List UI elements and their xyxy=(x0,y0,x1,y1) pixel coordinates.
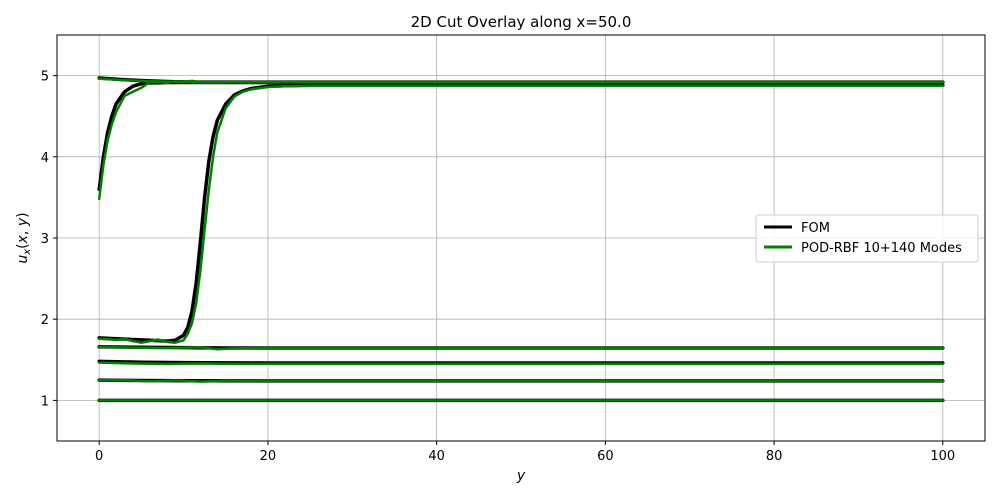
chart-title: 2D Cut Overlay along x=50.0 xyxy=(411,13,632,31)
podrbf-series-line xyxy=(97,361,945,366)
x-tick-label: 100 xyxy=(930,449,955,464)
x-tick-label: 40 xyxy=(428,449,445,464)
x-axis-ticks: 0 20 40 60 80 100 xyxy=(95,441,955,464)
legend-podrbf-label: POD-RBF 10+140 Modes xyxy=(801,241,962,256)
legend: FOM POD-RBF 10+140 Modes xyxy=(755,214,979,263)
legend-fom-label: FOM xyxy=(801,221,830,236)
x-tick-label: 80 xyxy=(766,449,783,464)
y-axis-ticks: 1 2 3 4 5 xyxy=(41,70,57,409)
podrbf-series-line xyxy=(97,84,945,344)
y-tick-label: 5 xyxy=(41,70,49,85)
y-tick-label: 1 xyxy=(41,394,49,409)
series-lines xyxy=(97,76,945,403)
x-tick-label: 60 xyxy=(597,449,614,464)
y-axis-label: ux(x, y) xyxy=(15,212,33,263)
y-tick-label: 3 xyxy=(41,232,49,247)
x-axis-label: y xyxy=(516,468,526,484)
plot-area: 0 20 40 60 80 100 1 2 3 4 5 xyxy=(41,34,986,464)
y-tick-label: 2 xyxy=(41,313,49,328)
legend-box xyxy=(755,214,979,263)
x-tick-label: 20 xyxy=(260,449,277,464)
podrbf-series-line xyxy=(97,77,945,84)
podrbf-series-line xyxy=(97,378,945,383)
y-tick-label: 4 xyxy=(41,151,49,166)
x-tick-label: 0 xyxy=(95,449,103,464)
podrbf-series-line xyxy=(97,345,945,351)
